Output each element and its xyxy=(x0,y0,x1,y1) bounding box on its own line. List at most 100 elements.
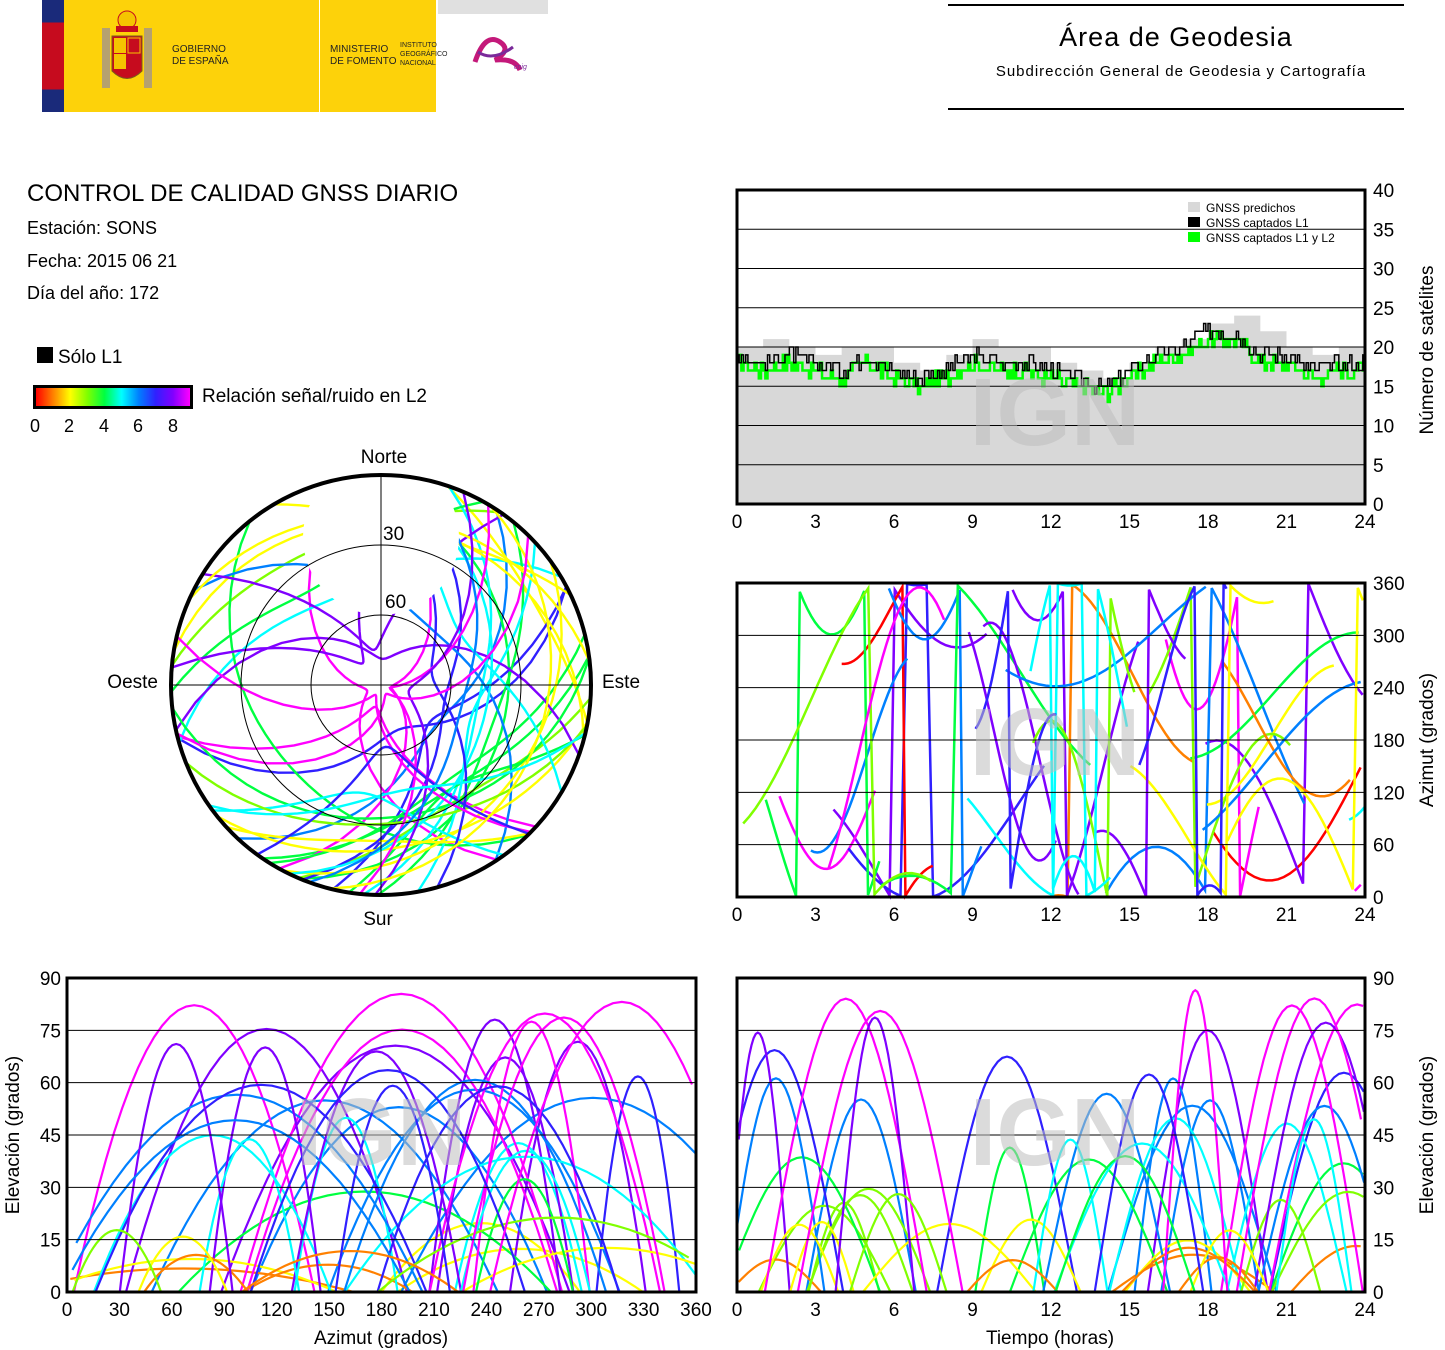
x-tick-label: 300 xyxy=(575,1300,607,1321)
x-tick-label: 3 xyxy=(810,905,821,926)
elt-track xyxy=(1275,1118,1353,1293)
x-tick-label: 21 xyxy=(1276,512,1297,533)
legend-predicted-label: GNSS predichos xyxy=(1206,201,1295,215)
snr-tick: 6 xyxy=(133,416,144,436)
x-tick-label: 150 xyxy=(313,1300,345,1321)
instituto-text-2: GEOGRÁFICO xyxy=(400,51,448,58)
snr-tick: 8 xyxy=(168,416,179,436)
elaz-track xyxy=(75,1093,424,1293)
elt-ylabel: Elevación (grados) xyxy=(1417,1056,1438,1214)
x-tick-label: 9 xyxy=(967,512,978,533)
azimuth-track xyxy=(1348,806,1366,821)
elt-track xyxy=(966,1258,1059,1293)
skyplot-track xyxy=(282,560,563,875)
snr-tick: 0 xyxy=(30,416,41,436)
skyplot-track xyxy=(374,491,474,896)
elt-track xyxy=(1219,1004,1364,1293)
cnig-logo-icon xyxy=(472,37,523,72)
azimuth-track xyxy=(1226,587,1365,890)
elaz-track xyxy=(474,1178,575,1293)
l1-series-line xyxy=(737,322,1365,395)
x-tick-label: 30 xyxy=(109,1300,130,1321)
elt-track xyxy=(757,1204,892,1293)
azimuth-track xyxy=(1094,589,1187,897)
elaz-track xyxy=(595,1075,681,1293)
satellite-plot-frame xyxy=(735,188,1367,506)
x-tick-label: 24 xyxy=(1354,905,1376,926)
elt-track xyxy=(1008,1158,1169,1293)
azimuth-track xyxy=(1205,583,1364,885)
skyplot-track xyxy=(329,504,553,890)
y-tick-label: 0 xyxy=(1373,888,1384,909)
azimuth-track xyxy=(841,581,934,900)
legend-l1l2-swatch xyxy=(1188,232,1200,242)
elaz-track xyxy=(241,1249,459,1293)
skyplot-track xyxy=(237,509,508,840)
x-tick-label: 3 xyxy=(810,1300,821,1321)
azimuth-gridlines xyxy=(737,634,1365,846)
elaz-track xyxy=(334,1084,451,1293)
legend-predicted-swatch xyxy=(1188,202,1200,212)
x-tick-label: 24 xyxy=(1354,1300,1376,1321)
report-title: CONTROL DE CALIDAD GNSS DIARIO xyxy=(27,180,459,207)
x-tick-label: 15 xyxy=(1119,905,1140,926)
elt-track xyxy=(1054,1154,1196,1293)
elt-track xyxy=(1253,1021,1365,1293)
elt-track xyxy=(1235,997,1363,1293)
x-tick-label: 360 xyxy=(680,1300,712,1321)
y-tick-label: 75 xyxy=(1373,1021,1394,1042)
elt-track xyxy=(737,1031,791,1293)
elaz-track xyxy=(249,1105,549,1293)
legend-l1-label: GNSS captados L1 xyxy=(1206,216,1309,230)
skyplot-track xyxy=(177,585,568,774)
y-tick-label: 5 xyxy=(1373,456,1384,477)
elaz-track xyxy=(220,1044,571,1293)
area-header: Área de Geodesia Subdirección General de… xyxy=(948,0,1404,112)
azimuth-track xyxy=(1138,582,1228,900)
y-tick-label: 30 xyxy=(1373,260,1394,281)
azimuth-plot-frame xyxy=(735,581,1367,899)
azimuth-track xyxy=(1164,596,1260,897)
skyplot-track xyxy=(174,636,581,756)
skyplot-track xyxy=(208,731,587,816)
azimuth-track xyxy=(1212,766,1362,882)
x-tick-label: 15 xyxy=(1119,1300,1140,1321)
doy-label: Día del año: 172 xyxy=(27,283,160,303)
y-tick-label: 35 xyxy=(1373,220,1394,241)
x-tick-label: 270 xyxy=(523,1300,555,1321)
satellite-ylabel: Número de satélites xyxy=(1417,266,1438,435)
x-tick-label: 18 xyxy=(1197,512,1218,533)
elaz-plot-frame xyxy=(65,976,698,1294)
l1-only-label: Sólo L1 xyxy=(58,347,123,368)
elt-track xyxy=(796,1009,964,1293)
elt-track xyxy=(736,1077,826,1293)
elaz-track xyxy=(198,1138,301,1293)
elt-track xyxy=(1053,1142,1231,1293)
azimuth-track xyxy=(1221,661,1351,798)
elaz-track xyxy=(377,1216,690,1293)
elaz-track xyxy=(72,1004,316,1293)
skyplot-horizon xyxy=(169,473,593,897)
elaz-track xyxy=(94,1083,428,1293)
ministerio-logo: MINISTERIO DE FOMENTO xyxy=(320,0,436,112)
y-tick-label: 75 xyxy=(40,1021,61,1042)
azimuth-track xyxy=(887,587,983,897)
x-tick-label: 12 xyxy=(1040,1300,1061,1321)
elaz-tracks xyxy=(70,992,697,1294)
elaz-track xyxy=(71,1119,411,1293)
y-tick-label: 15 xyxy=(40,1231,61,1252)
ign-watermark: IGN xyxy=(970,1079,1141,1186)
ministerio-text-2: DE FOMENTO xyxy=(330,56,397,67)
elaz-track xyxy=(428,1012,662,1293)
x-tick-label: 3 xyxy=(810,512,821,533)
elt-track xyxy=(1269,1162,1364,1293)
azimuth-track xyxy=(1353,883,1362,892)
legend-l1-swatch xyxy=(1188,217,1200,227)
elt-track xyxy=(1093,1073,1205,1293)
elaz-track xyxy=(396,1247,644,1293)
y-tick-label: 15 xyxy=(1373,377,1394,398)
x-tick-label: 6 xyxy=(889,905,900,926)
y-tick-label: 90 xyxy=(1373,969,1394,990)
y-tick-label: 180 xyxy=(1373,731,1405,752)
